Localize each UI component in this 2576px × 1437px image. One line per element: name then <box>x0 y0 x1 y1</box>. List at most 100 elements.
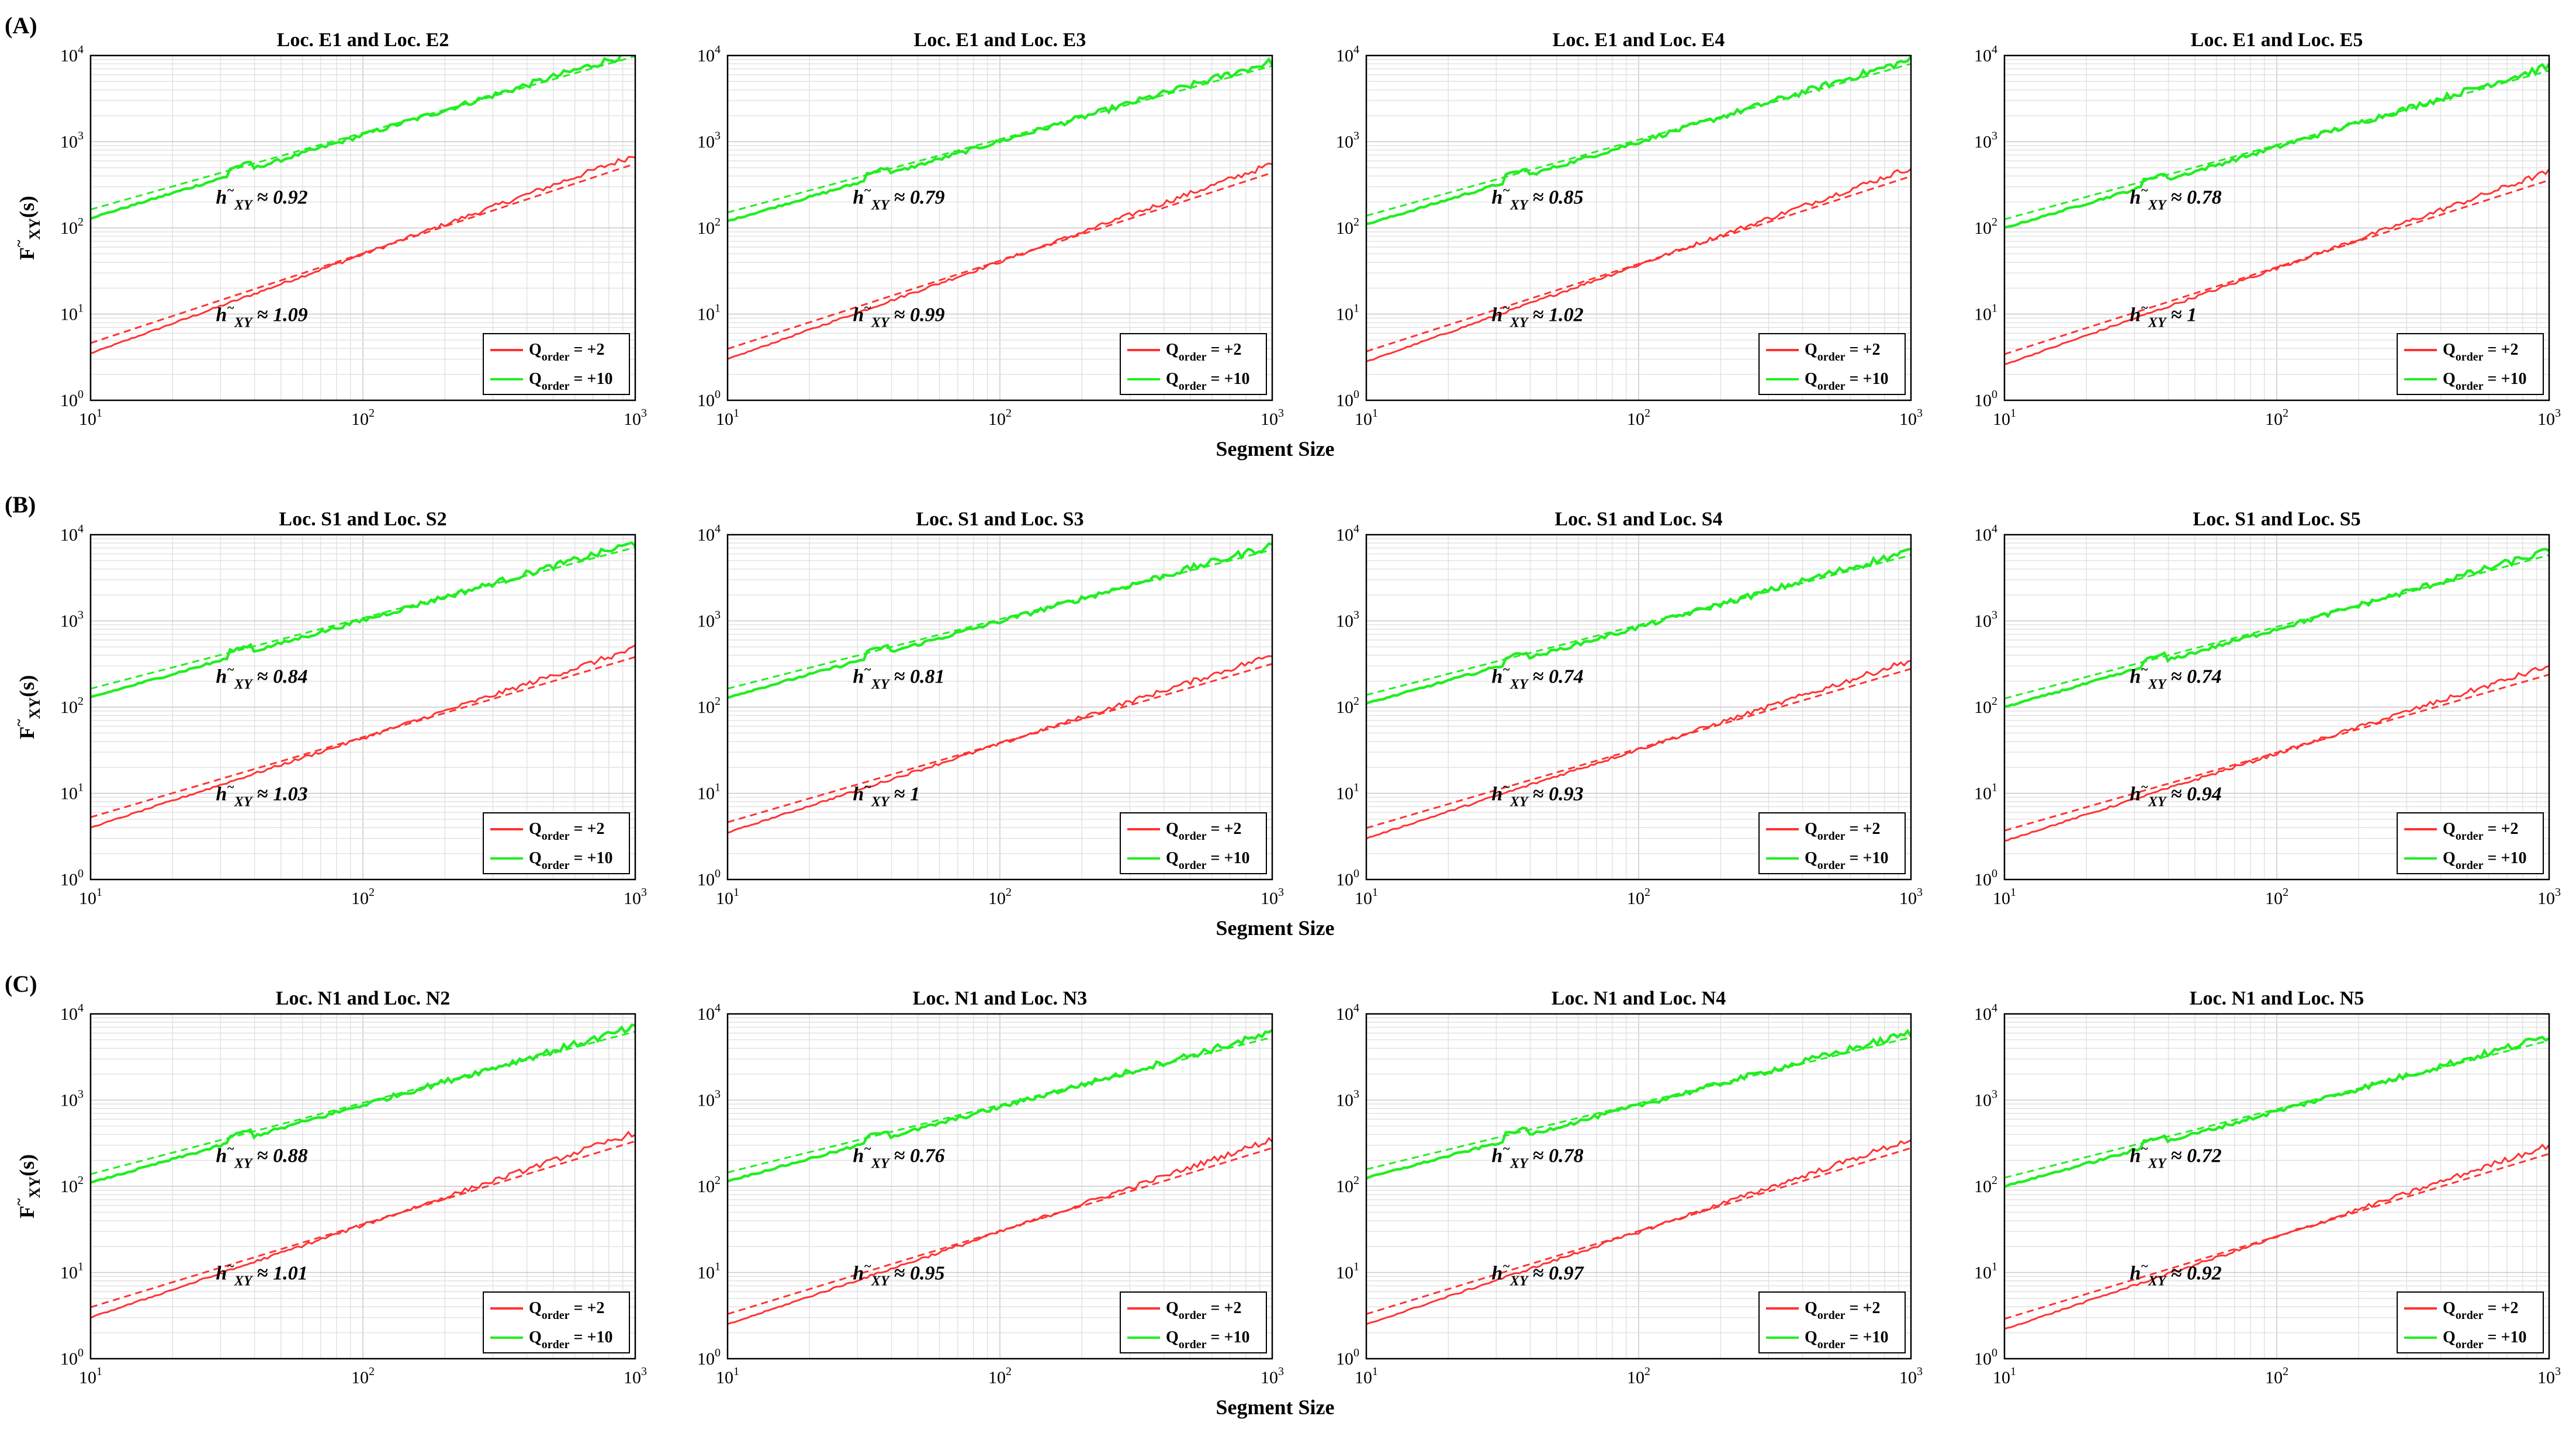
fit-line-q2 <box>91 656 635 818</box>
legend-label: Qorder = +2 <box>1805 341 1880 363</box>
x-tick-label: 102 <box>2265 407 2288 429</box>
y-tick-label: 104 <box>697 1002 721 1024</box>
h-annotation-q10: h~XY ≈ 0.88 <box>216 1141 307 1172</box>
chart-title: Loc. E1 and Loc. E2 <box>277 29 449 51</box>
fit-line-q10 <box>728 1036 1272 1173</box>
y-tick-label: 102 <box>1974 1174 1997 1196</box>
fit-line-q2 <box>1366 1147 1911 1315</box>
y-tick-label: 104 <box>60 1002 84 1024</box>
legend-label: Qorder = +10 <box>1805 1328 1888 1351</box>
x-tick-label: 101 <box>1355 1365 1378 1387</box>
h-annotation-q2: h~XY ≈ 1 <box>853 779 920 809</box>
fit-line-q10 <box>2004 1040 2549 1179</box>
y-tick-label: 104 <box>697 522 721 545</box>
y-tick-label: 100 <box>697 1346 721 1369</box>
series-line-q10 <box>2004 548 2549 708</box>
series-line-q2 <box>91 1130 635 1319</box>
legend-label: Qorder = +2 <box>1166 820 1241 843</box>
chart-title: Loc. N1 and Loc. N5 <box>2190 988 2364 1009</box>
y-tick-label: 103 <box>697 130 721 152</box>
y-tick-label: 101 <box>1974 302 1997 324</box>
y-tick-label: 101 <box>1974 781 1997 804</box>
plot-frame <box>89 54 636 401</box>
legend: Qorder = +2 Qorder = +10 <box>483 1291 630 1353</box>
fit-line-q10 <box>1366 554 1911 696</box>
legend-label: Qorder = +10 <box>2443 1328 2526 1351</box>
x-tick-label: 102 <box>1627 886 1650 908</box>
legend: Qorder = +2 Qorder = +10 <box>1120 1291 1267 1353</box>
y-tick-label: 103 <box>697 1088 721 1110</box>
legend: Qorder = +2 Qorder = +10 <box>1758 1291 1906 1353</box>
legend: Qorder = +2 Qorder = +10 <box>2397 812 2544 874</box>
svg-text:F~XY(s): F~XY(s) <box>12 1154 43 1218</box>
y-tick-label: 101 <box>1336 781 1359 804</box>
y-tick-label: 100 <box>60 867 84 889</box>
y-tick-label: 102 <box>1336 216 1359 238</box>
y-tick-label: 101 <box>60 1261 84 1283</box>
legend-label: Qorder = +2 <box>529 341 604 363</box>
plot-frame <box>726 54 1273 401</box>
fit-line-q10 <box>2004 554 2549 700</box>
x-tick-label: 101 <box>716 1365 739 1387</box>
series-line-q10 <box>1366 56 1911 226</box>
plot-frame <box>1365 534 1912 881</box>
series-line-q10 <box>1366 1029 1911 1180</box>
x-axis-label: Segment Size <box>1216 1396 1335 1419</box>
h-annotation-q10: h~XY ≈ 0.81 <box>853 662 944 692</box>
legend-label: Qorder = +10 <box>1166 370 1249 393</box>
plot-frame <box>2003 54 2550 401</box>
legend-label: Qorder = +10 <box>2443 370 2526 393</box>
fit-line-q10 <box>728 65 1272 214</box>
y-tick-label: 104 <box>697 43 721 65</box>
legend-label: Qorder = +10 <box>529 370 612 393</box>
fit-line-q10 <box>728 549 1272 690</box>
legend-label: Qorder = +2 <box>529 820 604 843</box>
row-label: (A) <box>5 12 37 39</box>
x-tick-label: 102 <box>988 1365 1012 1387</box>
fit-line-q2 <box>1366 175 1911 352</box>
fit-line-q10 <box>91 56 635 210</box>
y-tick-label: 103 <box>1974 609 1997 631</box>
y-tick-label: 102 <box>1336 695 1359 717</box>
legend: Qorder = +2 Qorder = +10 <box>483 333 630 395</box>
y-tick-label: 103 <box>1336 130 1359 152</box>
y-tick-label: 104 <box>60 43 84 65</box>
y-tick-label: 103 <box>60 130 84 152</box>
fit-line-q2 <box>91 1140 635 1308</box>
fit-line-q2 <box>728 663 1272 823</box>
x-tick-label: 102 <box>988 407 1012 429</box>
y-tick-label: 100 <box>1336 388 1359 410</box>
series-line-q2 <box>2004 665 2549 842</box>
series-line-q2 <box>1366 168 1911 363</box>
y-tick-label: 102 <box>697 216 721 238</box>
legend-label: Qorder = +10 <box>2443 849 2526 872</box>
x-tick-label: 102 <box>351 1365 375 1387</box>
h-annotation-q2: h~XY ≈ 0.97 <box>1491 1258 1584 1289</box>
grid <box>727 56 1272 401</box>
chart-title: Loc. N1 and Loc. N4 <box>1552 988 1726 1009</box>
fit-line-q10 <box>91 546 635 690</box>
h-annotation-q10: h~XY ≈ 0.85 <box>1491 183 1583 213</box>
chart-title: Loc. S1 and Loc. S3 <box>916 508 1083 530</box>
y-tick-label: 100 <box>60 1346 84 1369</box>
h-annotation-q2: h~XY ≈ 0.94 <box>2130 779 2221 809</box>
y-tick-label: 100 <box>1336 1346 1359 1369</box>
h-annotation-q10: h~XY ≈ 0.78 <box>1491 1141 1583 1172</box>
y-tick-label: 101 <box>1336 1261 1359 1283</box>
y-tick-label: 101 <box>697 302 721 324</box>
x-tick-label: 103 <box>1899 407 1923 429</box>
series-line-q2 <box>728 162 1272 360</box>
legend-label: Qorder = +2 <box>1166 341 1241 363</box>
y-tick-label: 104 <box>60 522 84 545</box>
y-tick-label: 103 <box>1336 1088 1359 1110</box>
x-tick-label: 101 <box>1355 886 1378 908</box>
x-tick-label: 101 <box>716 407 739 429</box>
y-tick-label: 101 <box>697 1261 721 1283</box>
y-tick-label: 103 <box>60 1088 84 1110</box>
y-tick-label: 100 <box>60 388 84 410</box>
y-tick-label: 102 <box>1336 1174 1359 1196</box>
y-axis-label: F~XY(s) <box>12 1154 43 1218</box>
h-annotation-q2: h~XY ≈ 0.95 <box>853 1258 944 1289</box>
